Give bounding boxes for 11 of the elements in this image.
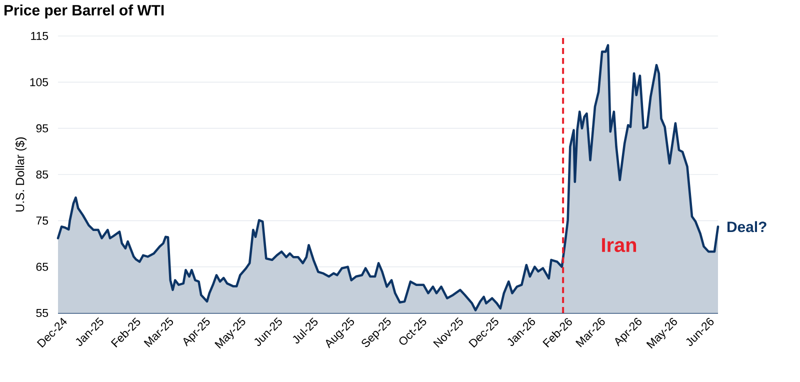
y-tick-label: 105 xyxy=(30,78,48,86)
y-tick-label: 85 xyxy=(36,170,48,179)
y-tick-label: 75 xyxy=(36,216,48,225)
chart-title: Price per Barrel of WTI xyxy=(4,4,164,18)
y-tick-label: 55 xyxy=(36,309,48,317)
y-axis-title: U.S. Dollar ($) xyxy=(15,137,27,212)
annotation: Deal? xyxy=(728,221,766,232)
y-tick-label: 115 xyxy=(31,32,48,40)
annotation: Iran xyxy=(602,238,636,252)
y-tick-label: 65 xyxy=(36,262,48,271)
y-tick-label: 95 xyxy=(36,124,48,132)
